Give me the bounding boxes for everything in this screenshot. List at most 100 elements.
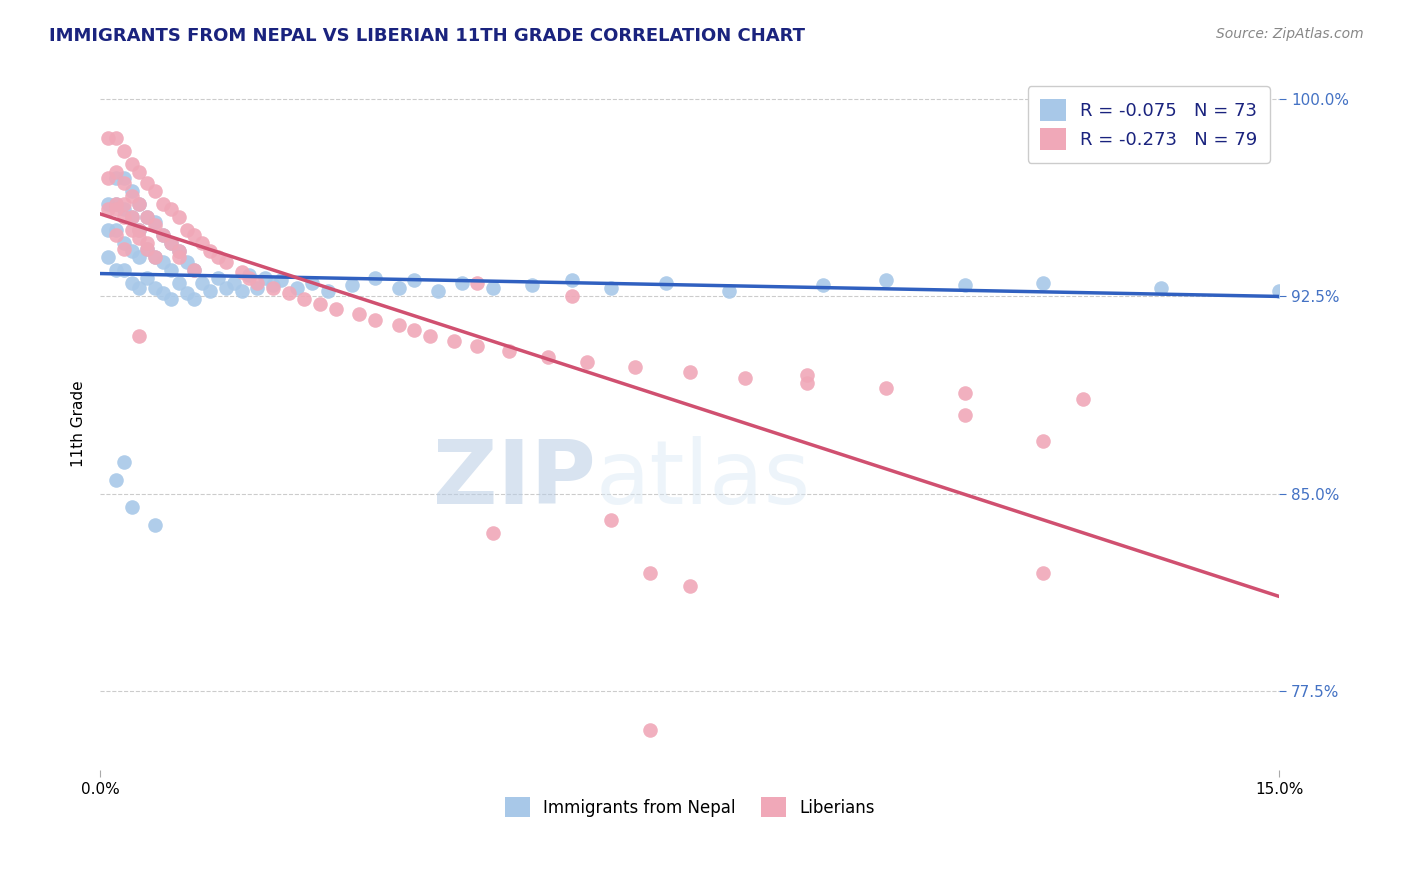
Point [121,223,143,237]
Point [191,276,214,290]
Point [183,262,205,277]
Point [152,228,174,243]
Point [450,276,472,290]
Point [121,184,143,198]
Point [128,197,150,211]
Point [152,197,174,211]
Point [364,270,387,285]
Point [121,276,143,290]
Point [128,328,150,343]
Point [467,276,489,290]
Point [121,210,143,224]
Point [388,318,411,332]
Point [112,262,135,277]
Point [143,250,166,264]
Point [160,292,183,306]
Point [167,244,190,259]
Point [152,286,174,301]
Point [875,273,897,287]
Point [537,350,560,364]
Point [143,184,166,198]
Point [600,513,623,527]
Point [167,210,190,224]
Point [112,210,135,224]
Point [678,365,700,379]
Point [104,165,127,179]
Point [128,197,150,211]
Point [104,170,127,185]
Point [1071,392,1094,406]
Point [160,236,183,251]
Point [104,131,127,145]
Point [136,176,159,190]
Point [97,170,120,185]
Point [97,250,120,264]
Point [128,223,150,237]
Point [167,276,190,290]
Point [97,202,120,216]
Point [246,281,269,295]
Point [1150,281,1173,295]
Point [160,236,183,251]
Point [128,165,150,179]
Point [143,218,166,232]
Point [176,223,198,237]
Text: IMMIGRANTS FROM NEPAL VS LIBERIAN 11TH GRADE CORRELATION CHART: IMMIGRANTS FROM NEPAL VS LIBERIAN 11TH G… [49,27,806,45]
Y-axis label: 11th Grade: 11th Grade [72,380,86,467]
Point [136,242,159,256]
Point [97,223,120,237]
Point [152,228,174,243]
Point [561,289,583,303]
Point [112,202,135,216]
Point [198,244,221,259]
Point [222,276,245,290]
Point [231,284,253,298]
Point [1268,284,1291,298]
Point [191,236,214,251]
Text: atlas: atlas [595,435,810,523]
Point [796,368,818,382]
Point [207,270,229,285]
Point [143,281,166,295]
Point [717,284,740,298]
Point [427,284,450,298]
Point [246,276,269,290]
Point [309,297,332,311]
Point [176,254,198,268]
Point [152,254,174,268]
Point [104,202,127,216]
Point [600,281,623,295]
Point [136,270,159,285]
Point [270,273,292,287]
Point [301,276,323,290]
Point [121,244,143,259]
Point [640,566,662,580]
Point [285,281,308,295]
Point [97,197,120,211]
Point [277,286,299,301]
Point [167,244,190,259]
Point [121,500,143,514]
Point [128,250,150,264]
Text: ZIP: ZIP [433,435,595,523]
Point [121,157,143,171]
Point [104,228,127,243]
Point [796,376,818,390]
Point [404,323,426,337]
Point [183,262,205,277]
Point [522,278,544,293]
Point [640,723,662,738]
Point [734,370,756,384]
Point [498,344,520,359]
Point [104,197,127,211]
Point [238,270,260,285]
Point [238,268,260,282]
Point [953,386,976,401]
Point [136,242,159,256]
Point [104,223,127,237]
Point [215,254,238,268]
Point [198,284,221,298]
Point [136,210,159,224]
Point [254,270,277,285]
Point [112,242,135,256]
